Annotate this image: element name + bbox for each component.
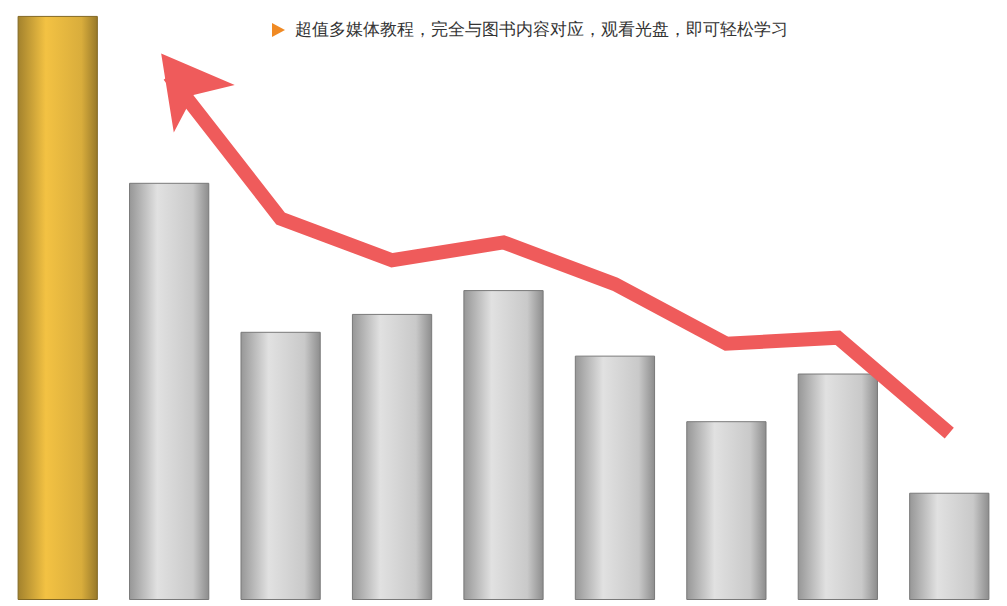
svg-text:超值多媒体教程，完全与图书内容对应，观看光盘，即可轻松学习: 超值多媒体教程，完全与图书内容对应，观看光盘，即可轻松学习 [295, 19, 788, 39]
